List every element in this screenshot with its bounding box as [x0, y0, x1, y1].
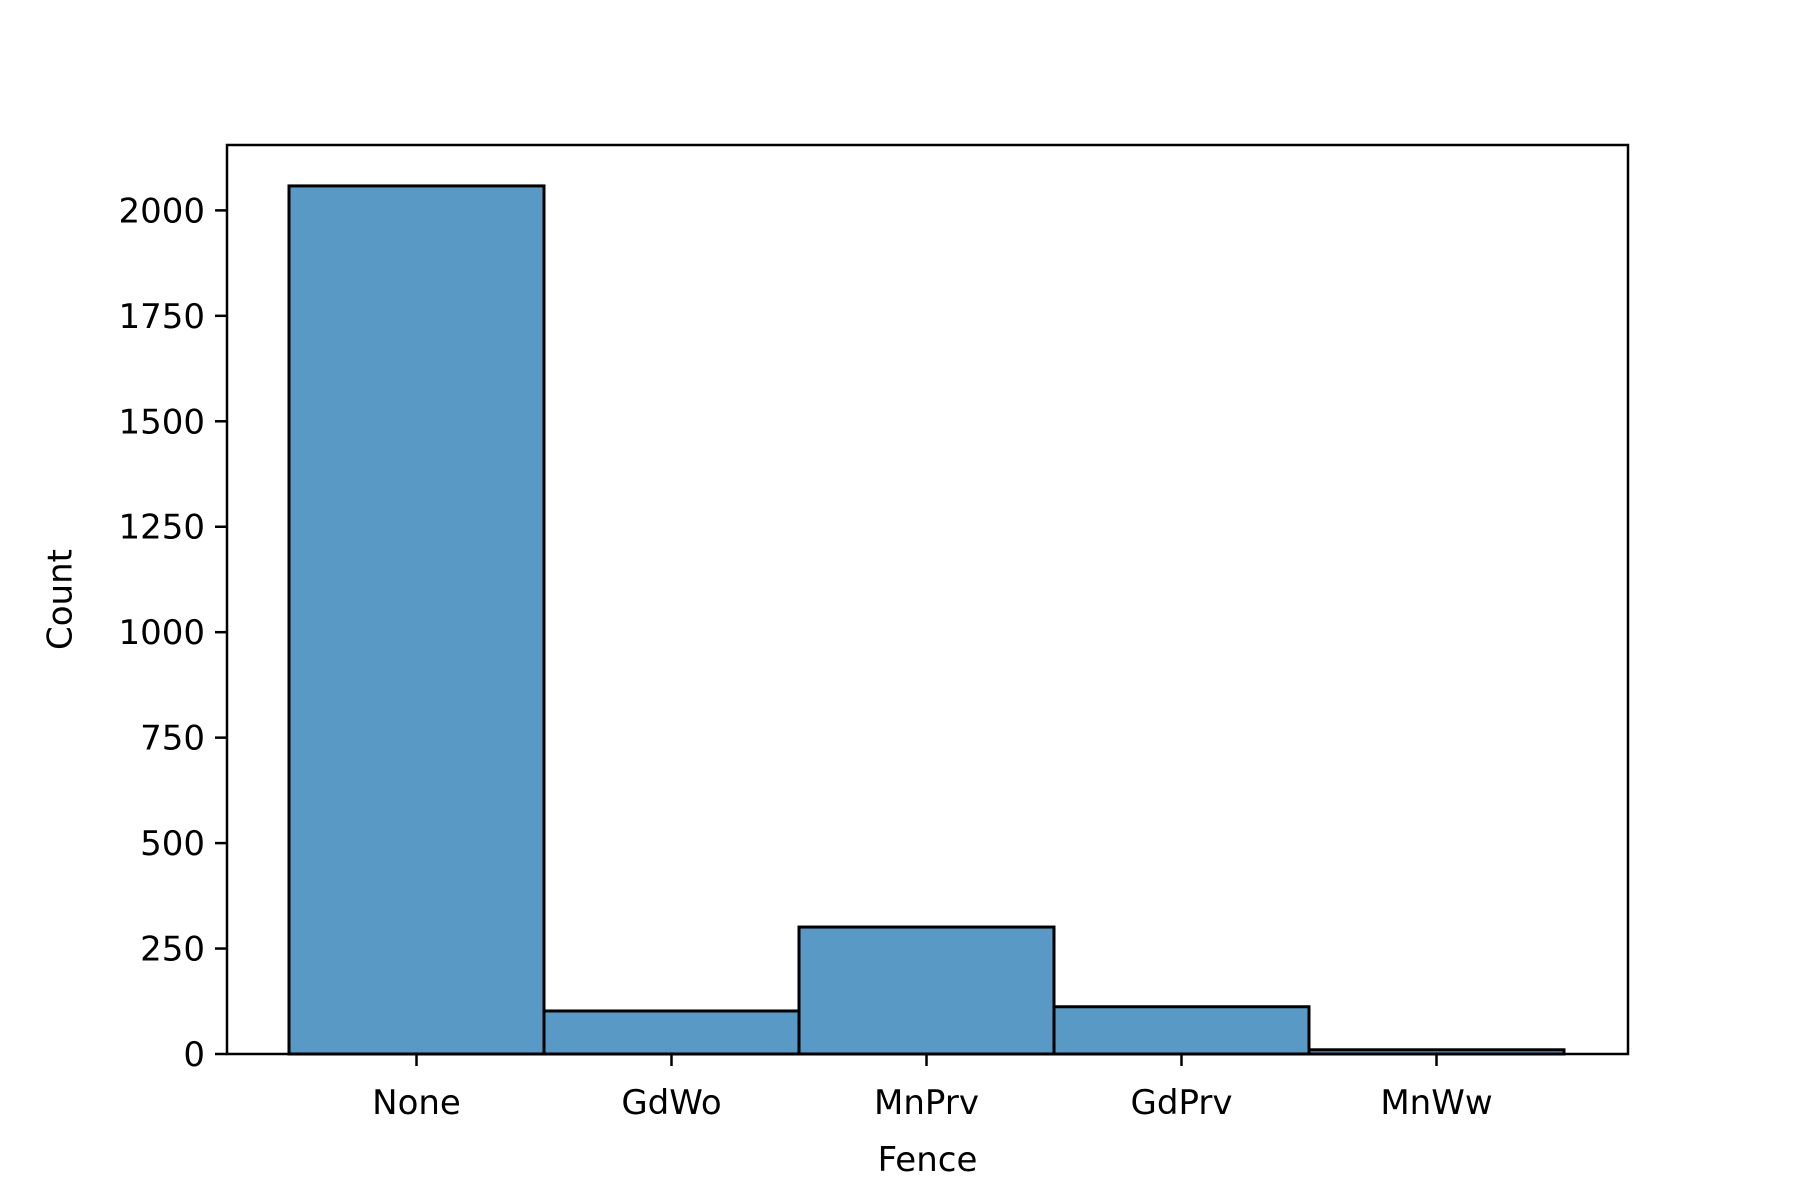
- x-tick-label-mnww: MnWw: [1380, 1083, 1492, 1123]
- y-tick-label: 1500: [118, 402, 205, 442]
- y-tick-label: 1250: [118, 508, 205, 548]
- y-tick-label: 250: [140, 930, 205, 970]
- x-tick-label-none: None: [372, 1083, 461, 1123]
- y-tick-label: 1000: [118, 613, 205, 653]
- x-axis-ticks: None GdWo MnPrv GdPrv MnWw: [372, 1054, 1493, 1123]
- x-tick-label-gdprv: GdPrv: [1131, 1083, 1233, 1123]
- y-axis-label: Count: [41, 549, 81, 650]
- bars-group: [287, 184, 1566, 1056]
- x-axis-label: Fence: [878, 1140, 978, 1180]
- x-tick-label-gdwo: GdWo: [621, 1083, 721, 1123]
- x-tick-label-mnprv: MnPrv: [874, 1083, 979, 1123]
- bar-none: [287, 184, 546, 1056]
- y-tick-label: 2000: [118, 191, 205, 231]
- y-tick-label: 0: [183, 1035, 205, 1075]
- y-tick-label: 1750: [118, 297, 205, 337]
- y-tick-label: 500: [140, 824, 205, 864]
- bar-gdwo: [542, 1009, 801, 1056]
- bar-gdprv: [1052, 1005, 1311, 1056]
- y-axis-ticks: 0 250 500 750 1000 1250 1500 1750 2000: [118, 191, 227, 1075]
- y-tick-label: 750: [140, 719, 205, 759]
- bar-mnprv: [797, 925, 1056, 1056]
